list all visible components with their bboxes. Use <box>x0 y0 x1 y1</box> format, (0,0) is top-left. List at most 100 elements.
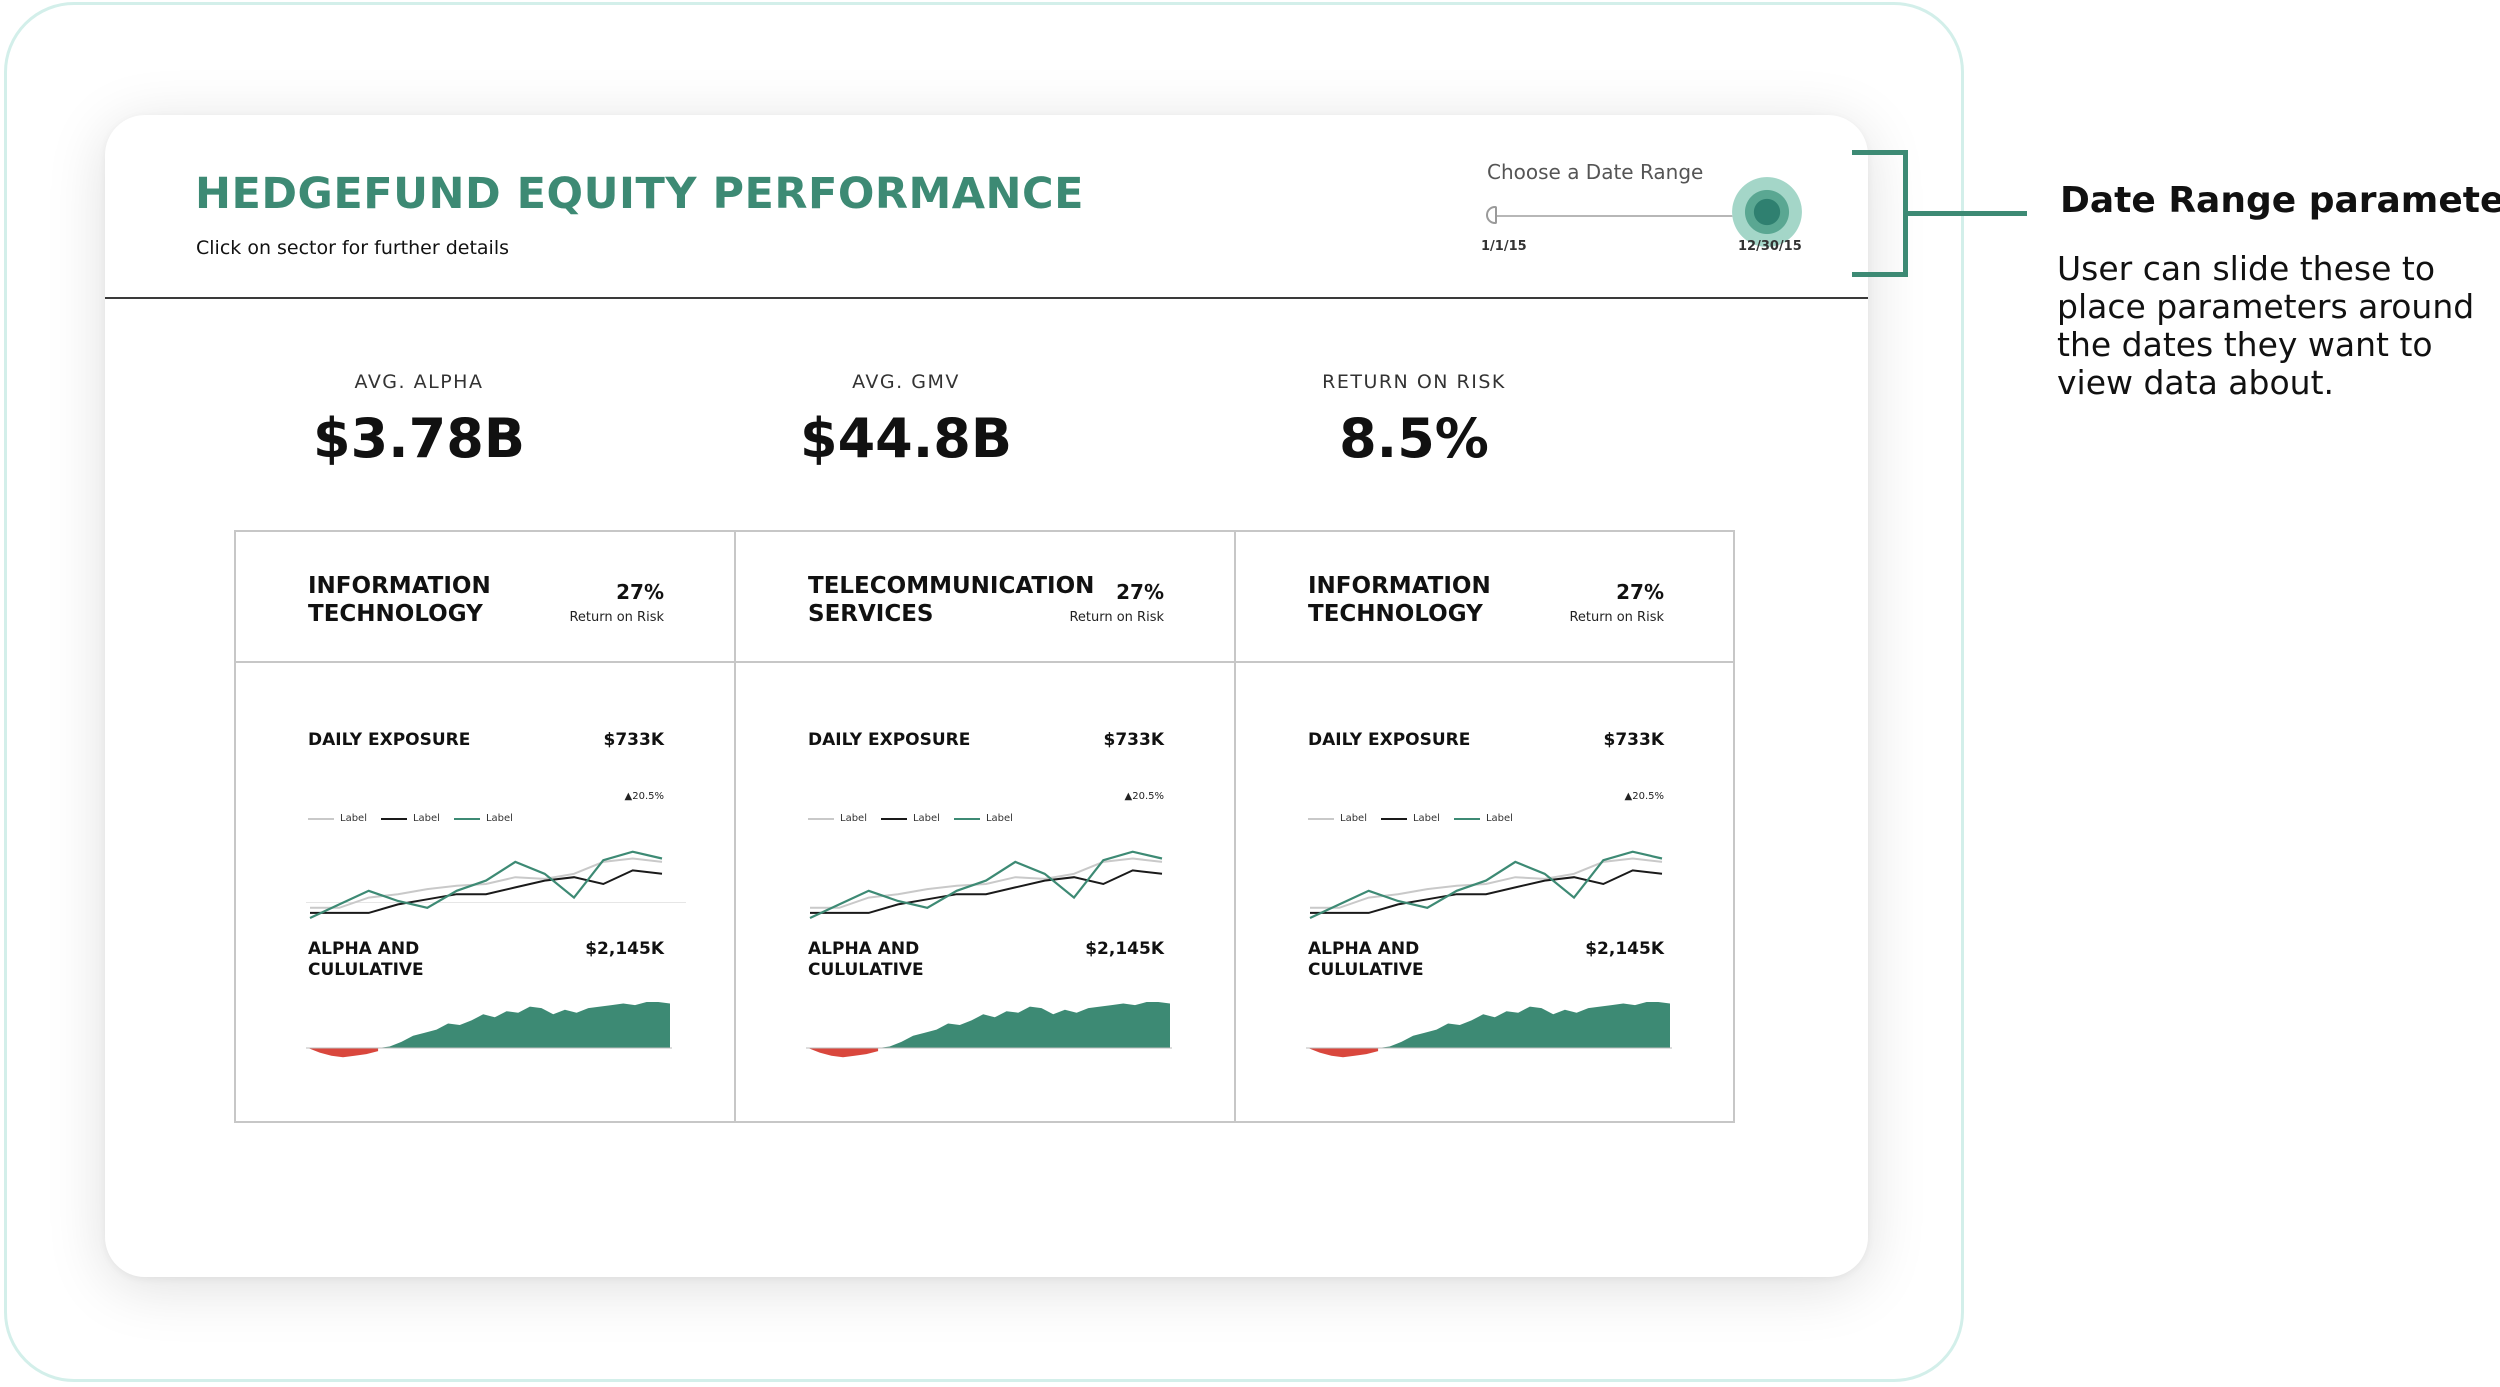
legend-label: Label <box>485 813 513 824</box>
annotation-bracket <box>1852 150 1908 277</box>
section-divider <box>306 902 686 903</box>
legend-item: Label <box>1380 813 1440 824</box>
series-line <box>310 857 663 909</box>
sector-return-value: 27% <box>616 580 664 604</box>
sector-card[interactable]: INFORMATION TECHNOLOGY 27% Return on Ris… <box>1236 532 1734 1121</box>
sector-return-value: 27% <box>1116 580 1164 604</box>
grid-row-divider <box>236 661 1733 663</box>
alpha-title: ALPHA AND CULULATIVE <box>1308 939 1424 980</box>
kpi-value: $3.78B <box>313 407 525 470</box>
sector-name: TELECOMMUNICATION SERVICES <box>808 573 1095 627</box>
kpi-value: 8.5% <box>1339 407 1489 470</box>
daily-exposure-title: DAILY EXPOSURE <box>308 730 471 750</box>
legend-item: Label <box>1308 813 1367 824</box>
alpha-area-chart <box>806 1002 1172 1058</box>
legend-label: Label <box>340 813 367 824</box>
alpha-area-chart <box>306 1002 672 1058</box>
dashboard-title: HEDGEFUND EQUITY PERFORMANCE <box>195 169 1084 219</box>
chart-legend: Label Label Label <box>808 813 1013 824</box>
alpha-title: ALPHA AND CULULATIVE <box>808 939 924 980</box>
legend-item: Label <box>380 813 440 824</box>
alpha-negative-area <box>808 1048 879 1058</box>
legend-label: Label <box>985 813 1013 824</box>
legend-label: Label <box>840 813 867 824</box>
kpi-avg-gmv: AVG. GMV $44.8B <box>736 371 1076 470</box>
alpha-negative-area <box>308 1048 379 1058</box>
daily-exposure-chart <box>1309 850 1663 919</box>
date-range-start-handle[interactable] <box>1486 206 1497 224</box>
chart-legend: Label Label Label <box>1308 813 1513 824</box>
legend-swatch <box>953 817 980 820</box>
grid-column-divider <box>734 532 736 1121</box>
alpha-negative-area <box>1308 1048 1379 1058</box>
date-range-start-label: 1/1/15 <box>1481 239 1527 254</box>
series-line <box>310 869 663 914</box>
sector-grid: INFORMATION TECHNOLOGY 27% Return on Ris… <box>234 530 1735 1123</box>
legend-item: Label <box>453 813 513 824</box>
alpha-title: ALPHA AND CULULATIVE <box>308 939 424 980</box>
sector-name: INFORMATION TECHNOLOGY <box>308 573 491 627</box>
series-line <box>1310 857 1663 909</box>
annotation-connector <box>1907 211 2027 216</box>
kpi-label: AVG. GMV <box>852 371 960 393</box>
legend-label: Label <box>1340 813 1367 824</box>
series-line <box>309 850 663 919</box>
outer-frame <box>4 2 1964 1382</box>
daily-exposure-chart <box>309 850 663 919</box>
dashboard-card: HEDGEFUND EQUITY PERFORMANCE Click on se… <box>105 115 1868 1277</box>
alpha-area-chart <box>1306 1002 1672 1058</box>
date-range-end-label: 12/30/15 <box>1738 239 1802 254</box>
legend-label: Label <box>1485 813 1513 824</box>
sector-name: INFORMATION TECHNOLOGY <box>1308 573 1491 627</box>
kpi-label: AVG. ALPHA <box>354 371 484 393</box>
legend-swatch <box>880 817 907 820</box>
alpha-value: $2,145K <box>1085 939 1164 959</box>
daily-exposure-delta: ▲20.5% <box>624 791 664 802</box>
legend-swatch <box>1308 817 1334 820</box>
legend-label: Label <box>1412 813 1440 824</box>
date-range-track[interactable] <box>1493 215 1763 217</box>
daily-exposure-value: $733K <box>1103 730 1165 750</box>
legend-swatch <box>1380 817 1407 820</box>
kpi-value: $44.8B <box>800 407 1012 470</box>
date-range-end-handle[interactable] <box>1732 177 1802 247</box>
daily-exposure-title: DAILY EXPOSURE <box>1308 730 1471 750</box>
alpha-positive-area <box>1308 1002 1670 1048</box>
legend-swatch <box>308 817 334 820</box>
sector-return-label: Return on Risk <box>1569 610 1664 625</box>
kpi-avg-alpha: AVG. ALPHA $3.78B <box>249 371 589 470</box>
daily-exposure-title: DAILY EXPOSURE <box>808 730 971 750</box>
series-line <box>1309 850 1663 919</box>
legend-item: Label <box>308 813 367 824</box>
dashboard-subtitle: Click on sector for further details <box>196 237 510 259</box>
chart-legend: Label Label Label <box>308 813 513 824</box>
annotation-body: User can slide these to place parameters… <box>2057 249 2475 402</box>
grid-column-divider <box>1234 532 1236 1121</box>
header-divider <box>105 297 1868 299</box>
legend-item: Label <box>808 813 867 824</box>
daily-exposure-value: $733K <box>1603 730 1665 750</box>
sector-return-label: Return on Risk <box>569 610 664 625</box>
legend-swatch <box>808 817 834 820</box>
annotation-title: Date Range parameters <box>2060 180 2500 221</box>
series-line <box>810 869 1163 914</box>
legend-swatch <box>453 817 480 820</box>
alpha-positive-area <box>308 1002 670 1048</box>
date-range-label: Choose a Date Range <box>1487 160 1704 184</box>
legend-label: Label <box>912 813 940 824</box>
legend-swatch <box>1453 817 1480 820</box>
legend-swatch <box>380 817 407 820</box>
alpha-value: $2,145K <box>585 939 664 959</box>
sector-card[interactable]: TELECOMMUNICATION SERVICES 27% Return on… <box>736 532 1234 1121</box>
kpi-label: RETURN ON RISK <box>1322 371 1506 393</box>
kpi-return-on-risk: RETURN ON RISK 8.5% <box>1244 371 1584 470</box>
sector-return-value: 27% <box>1616 580 1664 604</box>
series-line <box>1310 869 1663 914</box>
series-line <box>809 850 1163 919</box>
legend-item: Label <box>880 813 940 824</box>
legend-item: Label <box>953 813 1013 824</box>
legend-label: Label <box>412 813 440 824</box>
daily-exposure-delta: ▲20.5% <box>1124 791 1164 802</box>
sector-card[interactable]: INFORMATION TECHNOLOGY 27% Return on Ris… <box>236 532 734 1121</box>
daily-exposure-value: $733K <box>603 730 665 750</box>
